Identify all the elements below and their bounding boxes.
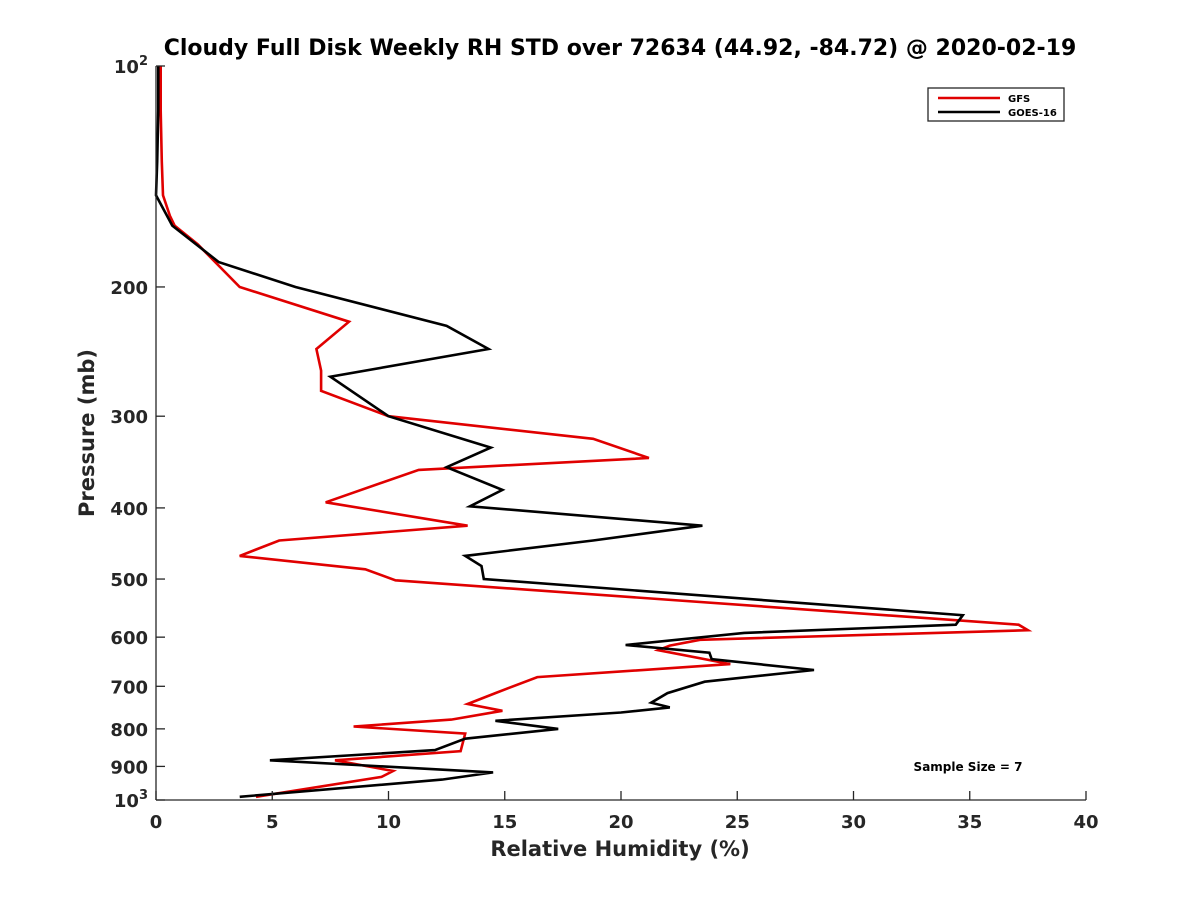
x-tick-label: 0: [150, 812, 163, 833]
y-tick-label: 700: [110, 677, 148, 698]
legend-label: GFS: [1008, 94, 1030, 105]
plot-area: 0 5 10 15 20 25 30 35 40 102 200 300 400 500 600 700 800…: [110, 54, 1098, 833]
x-tick-label: 15: [492, 812, 517, 833]
y-tick-label: 200: [110, 278, 148, 299]
series-line-goes-16: [154, 66, 966, 799]
x-tick-label: 5: [266, 812, 279, 833]
x-tick-label: 35: [957, 812, 982, 833]
y-axis-label: Pressure (mb): [75, 349, 99, 517]
y-tick-label: 600: [110, 628, 148, 649]
sample-size-annotation: Sample Size = 7: [914, 760, 1023, 774]
x-tick-label: 10: [376, 812, 401, 833]
y-tick-label: 400: [110, 499, 148, 520]
series-layer: [154, 66, 1033, 799]
y-tick-label: 103: [114, 788, 148, 812]
series-line-gfs: [159, 66, 1033, 799]
legend: GFS GOES-16: [927, 87, 1065, 122]
y-tick-label: 900: [110, 757, 148, 778]
axes-layer: 0 5 10 15 20 25 30 35 40 102 200 300 400 500 600 700 800…: [110, 54, 1098, 833]
x-tick-label: 40: [1073, 812, 1098, 833]
x-tick-label: 20: [608, 812, 633, 833]
x-tick-label: 30: [841, 812, 866, 833]
legend-label: GOES-16: [1008, 108, 1057, 119]
y-tick-label: 102: [114, 54, 148, 78]
x-axis-label: Relative Humidity (%): [490, 837, 749, 861]
chart-title: Cloudy Full Disk Weekly RH STD over 7263…: [164, 36, 1077, 61]
y-tick-label: 300: [110, 407, 148, 428]
y-tick-label: 800: [110, 720, 148, 741]
y-tick-label: 500: [110, 570, 148, 591]
legend-box: [927, 87, 1065, 122]
x-tick-label: 25: [725, 812, 750, 833]
